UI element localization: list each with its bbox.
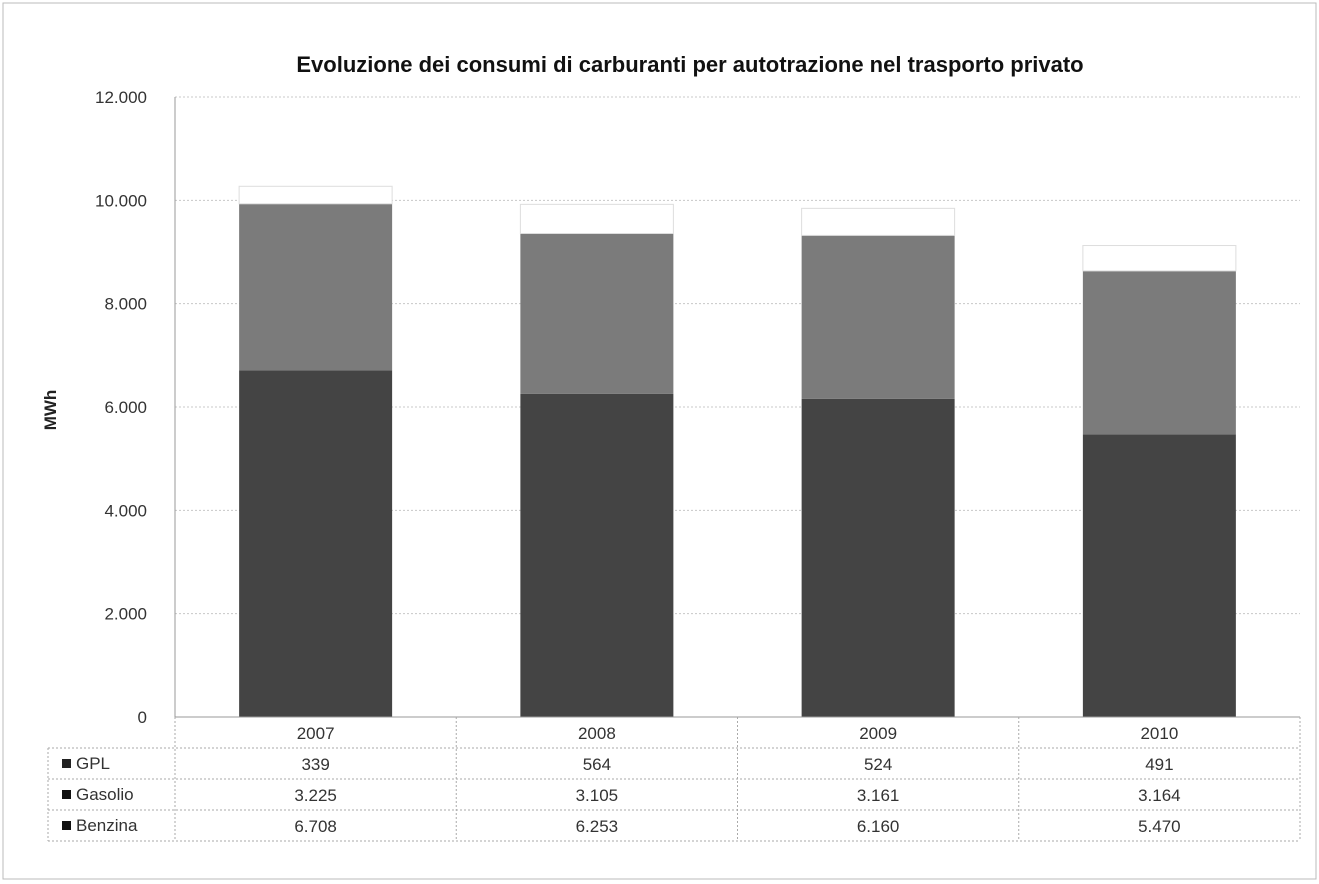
bar-gpl-2007	[238, 185, 393, 205]
y-tick-label: 8.000	[104, 295, 147, 314]
data-label-gpl: 564	[583, 755, 611, 774]
bar-benzina-2008	[520, 393, 674, 717]
data-label-gpl: 524	[864, 755, 892, 774]
legend-key-gasolio	[62, 790, 71, 799]
legend-label-gpl: GPL	[76, 754, 110, 773]
bar-gasolio-2009	[801, 235, 955, 399]
bar-gpl-2009	[801, 207, 956, 236]
data-label-gpl: 491	[1145, 755, 1173, 774]
legend-key-gpl	[62, 759, 71, 768]
x-category-label: 2008	[578, 724, 616, 743]
data-label-gasolio: 3.105	[576, 786, 619, 805]
y-axis-ticks: 0 2.000 4.000 6.000 8.000 10.000 12.000	[95, 88, 147, 727]
bars	[238, 185, 1237, 717]
y-tick-label: 10.000	[95, 191, 147, 210]
bar-benzina-2010	[1082, 434, 1236, 717]
legend-label-gasolio: Gasolio	[76, 785, 134, 804]
data-label-gasolio: 3.161	[857, 786, 900, 805]
bar-gasolio-2008	[520, 233, 674, 394]
legend-key-benzina	[62, 821, 71, 830]
bar-gpl-2010	[1082, 245, 1237, 272]
y-tick-label: 6.000	[104, 398, 147, 417]
y-tick-label: 0	[138, 708, 147, 727]
data-label-gasolio: 3.164	[1138, 786, 1181, 805]
data-table: 2007 2008 2009 2010 GPL 339 564 524 491 Gasolio 3.…	[47, 716, 1301, 842]
bar-gpl-2008	[519, 203, 674, 235]
y-axis-title: MWh	[41, 390, 60, 431]
chart-title: Evoluzione dei consumi di carburanti per…	[296, 52, 1083, 77]
legend-label-benzina: Benzina	[76, 816, 138, 835]
y-tick-label: 4.000	[104, 501, 147, 520]
y-tick-label: 2.000	[104, 605, 147, 624]
bar-gasolio-2010	[1082, 270, 1236, 435]
data-label-benzina: 6.160	[857, 817, 900, 836]
data-label-benzina: 6.253	[576, 817, 619, 836]
bar-gasolio-2007	[239, 203, 393, 371]
data-label-gpl: 339	[301, 755, 329, 774]
bar-benzina-2009	[801, 398, 955, 717]
bar-benzina-2007	[239, 370, 393, 717]
x-category-label: 2009	[859, 724, 897, 743]
data-label-gasolio: 3.225	[294, 786, 337, 805]
x-category-label: 2007	[297, 724, 335, 743]
x-category-label: 2010	[1140, 724, 1178, 743]
data-label-benzina: 6.708	[294, 817, 337, 836]
data-label-benzina: 5.470	[1138, 817, 1181, 836]
y-tick-label: 12.000	[95, 88, 147, 107]
